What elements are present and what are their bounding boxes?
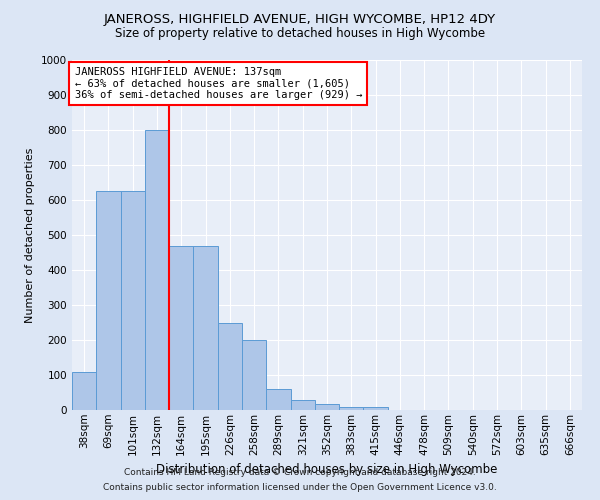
Bar <box>339 406 364 410</box>
Bar <box>145 130 169 410</box>
Text: Contains HM Land Registry data © Crown copyright and database right 2024.: Contains HM Land Registry data © Crown c… <box>124 468 476 477</box>
Bar <box>218 322 242 410</box>
Text: JANEROSS, HIGHFIELD AVENUE, HIGH WYCOMBE, HP12 4DY: JANEROSS, HIGHFIELD AVENUE, HIGH WYCOMBE… <box>104 12 496 26</box>
Bar <box>315 404 339 410</box>
Bar <box>266 389 290 410</box>
Bar <box>169 246 193 410</box>
Bar <box>96 191 121 410</box>
Bar <box>364 406 388 410</box>
Bar <box>121 191 145 410</box>
X-axis label: Distribution of detached houses by size in High Wycombe: Distribution of detached houses by size … <box>157 463 497 476</box>
Y-axis label: Number of detached properties: Number of detached properties <box>25 148 35 322</box>
Text: Contains public sector information licensed under the Open Government Licence v3: Contains public sector information licen… <box>103 483 497 492</box>
Bar <box>72 372 96 410</box>
Bar <box>290 400 315 410</box>
Bar <box>242 340 266 410</box>
Text: JANEROSS HIGHFIELD AVENUE: 137sqm
← 63% of detached houses are smaller (1,605)
3: JANEROSS HIGHFIELD AVENUE: 137sqm ← 63% … <box>74 67 362 100</box>
Text: Size of property relative to detached houses in High Wycombe: Size of property relative to detached ho… <box>115 28 485 40</box>
Bar <box>193 246 218 410</box>
